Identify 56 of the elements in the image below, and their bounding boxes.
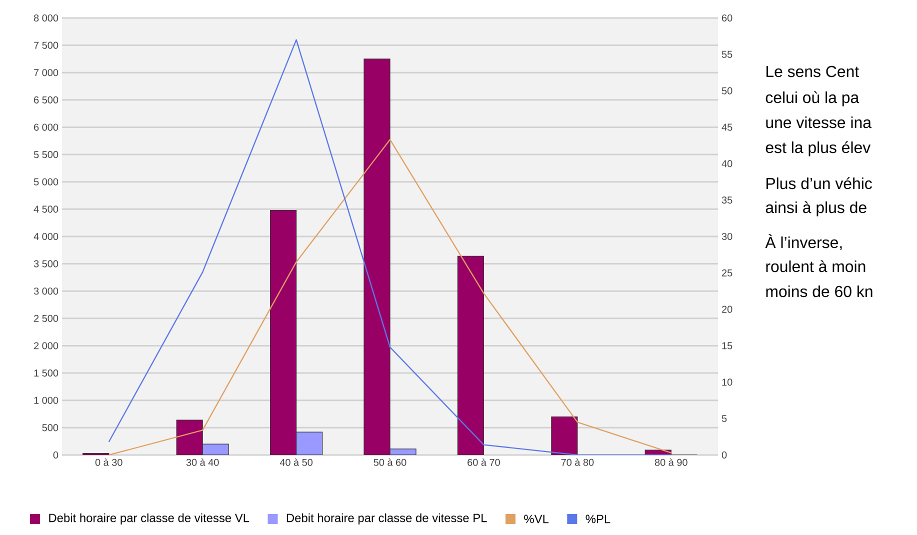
x-tick-label: 30 à 40: [186, 458, 219, 466]
y2-tick-label: 35: [722, 196, 732, 204]
text: Plus d’un véhic: [766, 177, 872, 190]
text: roulent à moin: [766, 260, 866, 272]
y-tick-label: 1 000: [34, 396, 58, 404]
x-tick-label: 70 à 80: [561, 458, 594, 466]
x-tick-label: 40 à 50: [280, 458, 313, 466]
bar: [202, 444, 229, 455]
y-tick-label: 5 500: [34, 151, 58, 158]
y2-tick-label: 15: [722, 342, 732, 350]
y2-tick-label: 10: [722, 378, 732, 386]
y-tick-label: 4 500: [34, 206, 58, 213]
y-tick-label: 4 000: [34, 232, 58, 240]
y2-tick-label: 40: [722, 160, 732, 168]
y-tick-label: 8 000: [34, 14, 58, 22]
y-tick-label: 5 000: [34, 178, 58, 186]
text: ainsi à plus de: [766, 201, 866, 216]
y-tick-label: 6 000: [34, 124, 58, 131]
text: À l’inverse,: [765, 234, 842, 250]
y-tick-label: 7 000: [34, 69, 58, 76]
y2-tick-label: 60: [722, 14, 732, 22]
bar: [457, 256, 484, 455]
bar: [296, 432, 323, 455]
y-tick-label: 3 000: [34, 288, 58, 295]
y2-tick-label: 55: [722, 50, 732, 58]
y2-tick-label: 50: [722, 87, 732, 94]
legend-label: Debit horaire par classe de vitesse PL: [286, 513, 487, 525]
y2-tick-label: 0: [722, 451, 727, 459]
line-series: [108, 39, 672, 455]
text: celui où la pa: [766, 91, 860, 106]
y-tick-label: 2 000: [34, 342, 58, 350]
y-tick-label: 6 500: [34, 96, 58, 104]
bar: [551, 416, 578, 455]
x-tick-label: 80 à 90: [654, 458, 688, 466]
x-tick-label: 50 à 60: [374, 458, 406, 466]
y-tick-label: 3 500: [34, 260, 58, 268]
legend-label: Debit horaire par classe de vitesse VL: [49, 513, 250, 525]
text: Le sens Cent: [766, 66, 859, 78]
y2-tick-label: 20: [722, 306, 732, 313]
y2-tick-label: 30: [722, 232, 732, 240]
y2-tick-label: 45: [722, 124, 732, 131]
x-tick-label: 60 à 70: [468, 458, 500, 466]
text: moins de 60 kn: [766, 285, 872, 298]
y2-tick-label: 25: [722, 269, 732, 276]
y-tick-label: 2 500: [34, 314, 58, 322]
legend-label: %PL: [586, 514, 610, 524]
y-tick-label: 500: [42, 424, 58, 432]
y-tick-label: 0: [53, 451, 58, 459]
text: est la plus élev: [766, 141, 871, 156]
legend-label: %VL: [524, 514, 549, 524]
y-tick-label: 7 500: [34, 42, 58, 49]
y-tick-label: 1 500: [34, 370, 58, 377]
y2-tick-label: 5: [722, 415, 727, 422]
text: une vitesse ina: [766, 116, 872, 128]
x-tick-label: 0 à 30: [95, 458, 122, 466]
line-series: [108, 139, 672, 455]
